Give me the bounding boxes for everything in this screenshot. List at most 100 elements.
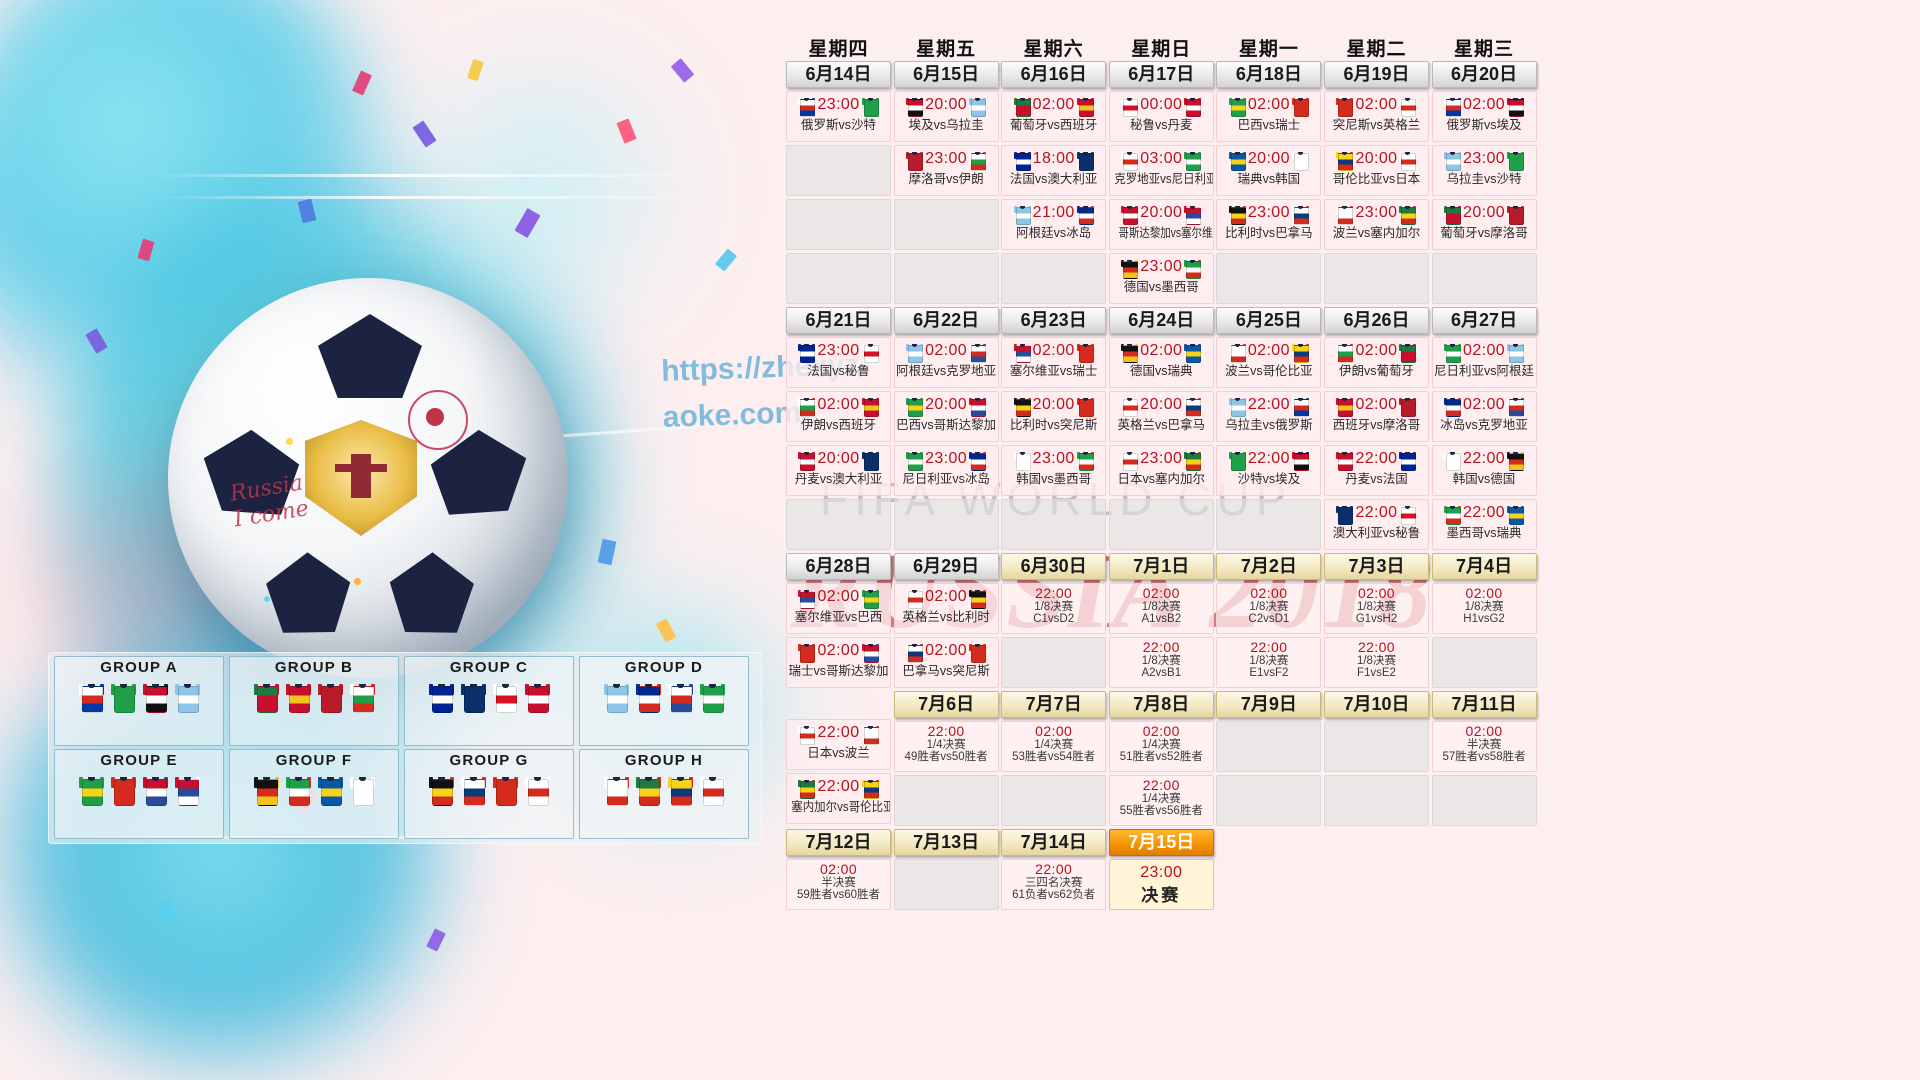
date-cell[interactable]: 7月10日 bbox=[1323, 691, 1429, 718]
match-cell[interactable]: 02:00 西班牙vs摩洛哥 bbox=[1323, 391, 1429, 442]
knockout-match-cell[interactable]: 02:00 半决赛 59胜者vs60胜者 bbox=[786, 859, 891, 910]
match-cell[interactable]: 02:00 瑞士vs哥斯达黎加 bbox=[786, 637, 891, 688]
knockout-match-cell[interactable]: 22:00 1/8决赛 C1vsD2 bbox=[1001, 583, 1107, 634]
knockout-match-cell[interactable]: 02:00 1/4决赛 53胜者vs54胜者 bbox=[1001, 721, 1107, 772]
match-cell[interactable]: 20:00 葡萄牙vs摩洛哥 bbox=[1431, 199, 1537, 250]
date-cell[interactable]: 6月29日 bbox=[893, 553, 999, 580]
match-cell[interactable]: 20:00 哥伦比亚vs日本 bbox=[1323, 145, 1429, 196]
date-cell[interactable]: 6月16日 bbox=[1001, 61, 1107, 88]
match-cell[interactable]: 23:00 日本vs塞内加尔 bbox=[1108, 445, 1214, 496]
group-box-g[interactable]: GROUP G bbox=[404, 749, 574, 839]
date-cell[interactable]: 6月18日 bbox=[1216, 61, 1322, 88]
match-cell[interactable]: 23:00 法国vs秘鲁 bbox=[786, 337, 891, 388]
match-cell[interactable]: 20:00 埃及vs乌拉圭 bbox=[893, 91, 999, 142]
knockout-match-cell[interactable]: 02:00 1/8决赛 C2vsD1 bbox=[1216, 583, 1322, 634]
match-cell[interactable]: 00:00 秘鲁vs丹麦 bbox=[1108, 91, 1214, 142]
date-cell[interactable]: 7月3日 bbox=[1323, 553, 1429, 580]
group-box-b[interactable]: GROUP B bbox=[229, 656, 399, 746]
date-cell[interactable]: 7月11日 bbox=[1431, 691, 1537, 718]
match-cell[interactable]: 22:00 乌拉圭vs俄罗斯 bbox=[1216, 391, 1322, 442]
match-cell[interactable]: 03:00 克罗地亚vs尼日利亚 bbox=[1108, 145, 1214, 196]
match-cell[interactable]: 23:00 德国vs墨西哥 bbox=[1108, 253, 1214, 304]
match-cell[interactable]: 23:00 韩国vs墨西哥 bbox=[1001, 445, 1107, 496]
match-cell[interactable]: 20:00 哥斯达黎加vs塞尔维亚 bbox=[1108, 199, 1214, 250]
knockout-match-cell[interactable]: 22:00 1/8决赛 F1vsE2 bbox=[1323, 637, 1429, 688]
date-cell[interactable]: 6月20日 bbox=[1431, 61, 1537, 88]
match-cell[interactable]: 02:00 伊朗vs葡萄牙 bbox=[1323, 337, 1429, 388]
match-cell[interactable]: 02:00 波兰vs哥伦比亚 bbox=[1216, 337, 1322, 388]
match-cell[interactable]: 02:00 冰岛vs克罗地亚 bbox=[1431, 391, 1537, 442]
knockout-match-cell[interactable]: 22:00 1/8决赛 E1vsF2 bbox=[1216, 637, 1322, 688]
match-cell[interactable]: 20:00 英格兰vs巴拿马 bbox=[1108, 391, 1214, 442]
match-cell[interactable]: 22:00 丹麦vs法国 bbox=[1323, 445, 1429, 496]
knockout-match-cell[interactable]: 22:00 三四名决赛 61负者vs62负者 bbox=[1001, 859, 1107, 910]
date-cell[interactable]: 6月14日 bbox=[786, 61, 891, 88]
date-cell[interactable]: 7月6日 bbox=[893, 691, 999, 718]
match-cell[interactable]: 02:00 英格兰vs比利时 bbox=[893, 583, 999, 634]
date-cell[interactable]: 6月15日 bbox=[893, 61, 999, 88]
knockout-match-cell[interactable]: 22:00 1/4决赛 55胜者vs56胜者 bbox=[1108, 775, 1214, 826]
match-cell[interactable]: 02:00 突尼斯vs英格兰 bbox=[1323, 91, 1429, 142]
date-cell[interactable]: 7月9日 bbox=[1216, 691, 1322, 718]
date-cell[interactable]: 7月13日 bbox=[893, 829, 999, 856]
group-box-c[interactable]: GROUP C bbox=[404, 656, 574, 746]
group-box-f[interactable]: GROUP F bbox=[229, 749, 399, 839]
match-cell[interactable]: 20:00 丹麦vs澳大利亚 bbox=[786, 445, 891, 496]
match-cell[interactable]: 02:00 阿根廷vs克罗地亚 bbox=[893, 337, 999, 388]
date-cell[interactable]: 6月26日 bbox=[1323, 307, 1429, 334]
match-cell[interactable]: 22:00 塞内加尔vs哥伦比亚 bbox=[786, 773, 891, 824]
match-cell[interactable]: 22:00 韩国vs德国 bbox=[1431, 445, 1537, 496]
match-cell[interactable]: 23:00 尼日利亚vs冰岛 bbox=[893, 445, 999, 496]
knockout-match-cell[interactable]: 22:00 1/4决赛 49胜者vs50胜者 bbox=[893, 721, 999, 772]
match-cell[interactable]: 20:00 比利时vs突尼斯 bbox=[1001, 391, 1107, 442]
knockout-match-cell[interactable]: 02:00 1/4决赛 51胜者vs52胜者 bbox=[1108, 721, 1214, 772]
date-cell[interactable]: 7月2日 bbox=[1216, 553, 1322, 580]
group-box-d[interactable]: GROUP D bbox=[579, 656, 749, 746]
knockout-match-cell[interactable]: 22:00 1/8决赛 A2vsB1 bbox=[1108, 637, 1214, 688]
knockout-match-cell[interactable]: 02:00 1/8决赛 A1vsB2 bbox=[1108, 583, 1214, 634]
match-cell[interactable]: 22:00 日本vs波兰 bbox=[786, 719, 891, 770]
date-cell[interactable]: 6月19日 bbox=[1323, 61, 1429, 88]
match-cell[interactable]: 20:00 瑞典vs韩国 bbox=[1216, 145, 1322, 196]
date-cell[interactable]: 6月24日 bbox=[1108, 307, 1214, 334]
date-cell[interactable]: 7月7日 bbox=[1001, 691, 1107, 718]
match-cell[interactable]: 02:00 塞尔维亚vs瑞士 bbox=[1001, 337, 1107, 388]
date-cell[interactable]: 6月28日 bbox=[786, 553, 891, 580]
date-cell[interactable]: 7月12日 bbox=[786, 829, 891, 856]
date-cell[interactable]: 6月17日 bbox=[1108, 61, 1214, 88]
match-cell[interactable]: 02:00 巴拿马vs突尼斯 bbox=[893, 637, 999, 688]
match-cell[interactable]: 02:00 尼日利亚vs阿根廷 bbox=[1431, 337, 1537, 388]
date-cell[interactable]: 7月14日 bbox=[1001, 829, 1107, 856]
final-match-cell[interactable]: 23:00 决赛 bbox=[1108, 859, 1214, 910]
knockout-match-cell[interactable]: 02:00 1/8决赛 H1vsG2 bbox=[1431, 583, 1537, 634]
date-cell[interactable]: 7月15日 bbox=[1108, 829, 1214, 856]
knockout-match-cell[interactable]: 02:00 1/8决赛 G1vsH2 bbox=[1323, 583, 1429, 634]
date-cell[interactable]: 6月21日 bbox=[786, 307, 891, 334]
date-cell[interactable]: 6月22日 bbox=[893, 307, 999, 334]
match-cell[interactable]: 23:00 比利时vs巴拿马 bbox=[1216, 199, 1322, 250]
group-box-e[interactable]: GROUP E bbox=[54, 749, 224, 839]
match-cell[interactable]: 22:00 澳大利亚vs秘鲁 bbox=[1323, 499, 1429, 550]
date-cell[interactable]: 7月8日 bbox=[1108, 691, 1214, 718]
match-cell[interactable]: 18:00 法国vs澳大利亚 bbox=[1001, 145, 1107, 196]
match-cell[interactable]: 23:00 乌拉圭vs沙特 bbox=[1431, 145, 1537, 196]
match-cell[interactable]: 21:00 阿根廷vs冰岛 bbox=[1001, 199, 1107, 250]
match-cell[interactable]: 20:00 巴西vs哥斯达黎加 bbox=[893, 391, 999, 442]
date-cell[interactable]: 6月27日 bbox=[1431, 307, 1537, 334]
match-cell[interactable]: 22:00 沙特vs埃及 bbox=[1216, 445, 1322, 496]
group-box-a[interactable]: GROUP A bbox=[54, 656, 224, 746]
match-cell[interactable]: 02:00 德国vs瑞典 bbox=[1108, 337, 1214, 388]
match-cell[interactable]: 02:00 俄罗斯vs埃及 bbox=[1431, 91, 1537, 142]
date-cell[interactable]: 7月1日 bbox=[1108, 553, 1214, 580]
date-cell[interactable]: 6月30日 bbox=[1001, 553, 1107, 580]
match-cell[interactable]: 02:00 伊朗vs西班牙 bbox=[786, 391, 891, 442]
date-cell[interactable]: 6月23日 bbox=[1001, 307, 1107, 334]
date-cell[interactable]: 7月4日 bbox=[1431, 553, 1537, 580]
match-cell[interactable]: 02:00 巴西vs瑞士 bbox=[1216, 91, 1322, 142]
match-cell[interactable]: 22:00 墨西哥vs瑞典 bbox=[1431, 499, 1537, 550]
match-cell[interactable]: 02:00 塞尔维亚vs巴西 bbox=[786, 583, 891, 634]
match-cell[interactable]: 23:00 波兰vs塞内加尔 bbox=[1323, 199, 1429, 250]
group-box-h[interactable]: GROUP H bbox=[579, 749, 749, 839]
match-cell[interactable]: 02:00 葡萄牙vs西班牙 bbox=[1001, 91, 1107, 142]
match-cell[interactable]: 23:00 俄罗斯vs沙特 bbox=[786, 91, 891, 142]
